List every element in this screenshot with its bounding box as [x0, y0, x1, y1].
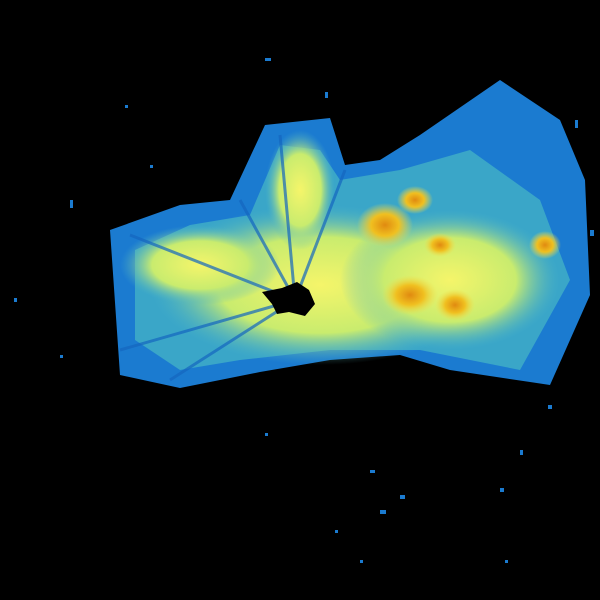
echo-hot	[424, 233, 456, 257]
radial-streaks	[119, 134, 347, 382]
echo-core	[265, 130, 335, 250]
echo-core	[120, 225, 280, 305]
echo-hot	[435, 289, 475, 321]
center-gap	[262, 282, 315, 316]
echo-hot	[357, 203, 413, 247]
echo-hot	[529, 231, 561, 259]
scattered-echoes	[14, 58, 594, 563]
echo-hot	[397, 186, 433, 214]
echo-hot	[382, 275, 438, 315]
